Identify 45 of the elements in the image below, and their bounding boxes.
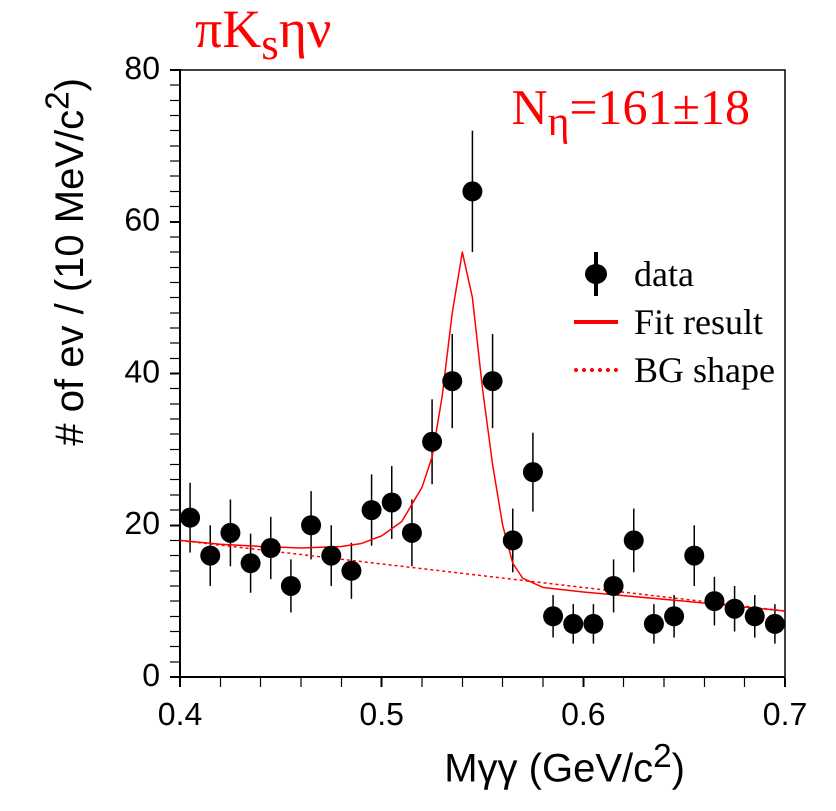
point <box>684 546 704 566</box>
point <box>321 546 342 566</box>
point <box>180 508 200 528</box>
point <box>442 371 462 392</box>
legend-label: data <box>634 253 694 295</box>
x-tick-label: 0.4 <box>158 696 202 732</box>
point <box>724 598 745 619</box>
x-tick-label: 0.6 <box>561 696 606 732</box>
point <box>200 546 220 566</box>
point <box>220 522 240 543</box>
point <box>240 553 261 574</box>
point <box>482 371 503 392</box>
point <box>502 530 523 550</box>
point <box>583 614 604 634</box>
x-tick-label: 0.7 <box>762 696 808 732</box>
point <box>624 530 644 550</box>
legend-label: BG shape <box>634 349 775 391</box>
point <box>402 522 422 543</box>
point <box>462 181 482 202</box>
x-axis-title: Mγγ (GeV/c$^{2}$) <box>444 738 685 790</box>
y-tick-label: 20 <box>124 505 160 542</box>
point <box>260 538 281 558</box>
point <box>764 614 785 634</box>
legend-label: Fit result <box>634 301 764 343</box>
point <box>362 500 382 520</box>
y-tick-label: 60 <box>124 202 160 238</box>
point <box>644 614 664 634</box>
point <box>744 606 765 626</box>
x-tick-label: 0.5 <box>359 696 404 732</box>
point <box>604 576 624 596</box>
point <box>301 515 322 536</box>
point <box>280 576 301 596</box>
point <box>563 614 584 634</box>
y-tick-label: 40 <box>124 353 160 390</box>
point <box>522 462 543 482</box>
point <box>543 606 564 626</box>
point <box>704 591 724 612</box>
point <box>422 432 442 452</box>
y-tick-label: 80 <box>124 50 160 86</box>
point <box>664 606 684 626</box>
point <box>382 492 402 512</box>
point <box>341 560 362 581</box>
annotation: N$_{η}$=161±18 <box>511 79 750 145</box>
y-tick-label: 0 <box>142 656 160 693</box>
chart-title: πK$_{s}$ην <box>195 0 332 69</box>
